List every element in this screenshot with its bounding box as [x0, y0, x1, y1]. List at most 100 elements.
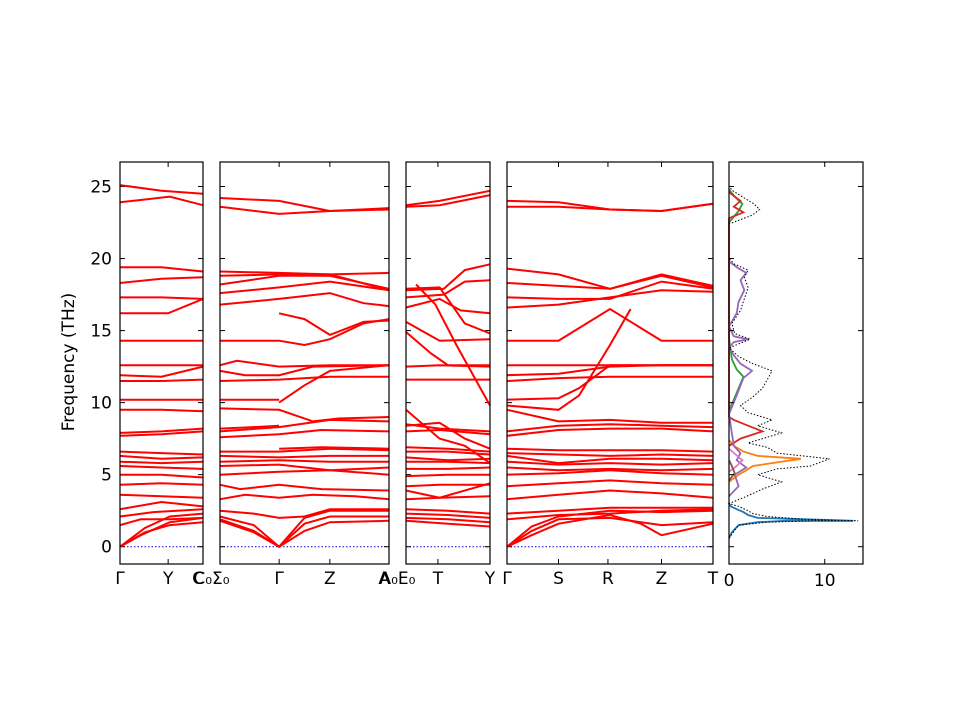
partial-dos-curve [728, 439, 801, 483]
phonon-band [119, 516, 204, 527]
phonon-band [405, 512, 491, 519]
phonon-band [405, 519, 491, 528]
phonon-band [120, 266, 204, 273]
kpoint-label: T [707, 569, 719, 589]
phonon-band [405, 428, 491, 436]
segment-boundary-label: C₀Σ₀ [193, 569, 229, 589]
phonon-band [119, 195, 204, 207]
y-axis-title: Frequency (THz) [59, 293, 79, 432]
partial-dos-curve [728, 503, 854, 539]
phonon-band [506, 289, 714, 309]
phonon-band [405, 483, 490, 488]
phonon-band [219, 469, 390, 476]
phonon-band [506, 273, 714, 290]
phonon-band [506, 469, 714, 476]
panel-frame [506, 161, 714, 565]
y-tick-label: 25 [90, 177, 112, 197]
phonon-band [506, 466, 714, 472]
phonon-band [119, 454, 204, 460]
phonon-band [506, 489, 714, 501]
phonon-band [506, 280, 714, 300]
phonon-band [219, 463, 390, 472]
phonon-band [119, 460, 204, 465]
dos-frame [728, 161, 864, 565]
phonon-band [506, 375, 713, 382]
phonon-band [119, 427, 204, 434]
phonon-band [405, 456, 491, 462]
partial-dos-curve [728, 459, 736, 481]
phonon-band [506, 308, 632, 411]
phonon-band [119, 521, 204, 548]
kpoint-label: Y [484, 569, 496, 589]
phonon-band [120, 296, 204, 300]
phonon-band [219, 280, 390, 295]
phonon-band [406, 460, 491, 465]
phonon-band [219, 375, 389, 382]
phonon-band [119, 450, 204, 456]
dos-x-tick-label: 10 [814, 571, 836, 591]
partial-dos-curve [727, 260, 754, 497]
phonon-band [119, 430, 204, 437]
phonon-band [405, 279, 491, 299]
segment-boundary-label: A₀E₀ [379, 569, 415, 589]
kpoint-label: Γ [502, 569, 512, 589]
phonon-band [219, 428, 390, 439]
phonon-band [506, 447, 714, 453]
phonon-band [506, 364, 713, 401]
phonon-band [405, 446, 491, 453]
phonon-band [219, 197, 390, 213]
phonon-band [405, 473, 490, 478]
kpoint-label: T [432, 569, 444, 589]
phonon-band [506, 452, 714, 457]
phonon-band [506, 423, 714, 433]
phonon-band [120, 408, 204, 413]
dos-x-tick-label: 0 [724, 571, 735, 591]
phonon-band [219, 515, 389, 548]
phonon-band [506, 199, 714, 213]
y-tick-label: 20 [90, 250, 112, 270]
phonon-band [415, 283, 491, 406]
phonon-band [119, 512, 204, 548]
phonon-band [219, 292, 390, 308]
phonon-band [405, 189, 491, 207]
phonon-band [406, 466, 491, 470]
phonon-band [506, 508, 714, 521]
phonon-band [506, 516, 714, 548]
phonon-band [405, 286, 491, 335]
y-tick-label: 5 [101, 466, 112, 486]
phonon-band [506, 364, 713, 377]
total-dos-curve [727, 186, 859, 539]
phonon-band [119, 276, 204, 284]
phonon-band [220, 447, 390, 453]
kpoint-label: Z [656, 569, 668, 589]
phonon-band [219, 424, 280, 430]
phonon-band [506, 427, 714, 437]
phonon-band [506, 479, 714, 488]
phonon-band [405, 331, 490, 367]
partial-dos-curve [728, 188, 745, 411]
phonon-band [506, 267, 714, 290]
phonon-band [405, 297, 491, 315]
phonon-band [405, 508, 491, 515]
y-tick-label: 10 [90, 394, 112, 414]
kpoint-label: Γ [274, 569, 284, 589]
phonon-band [279, 446, 390, 450]
phonon-band [405, 409, 491, 464]
kpoint-label: Z [324, 569, 336, 589]
phonon-band [405, 495, 491, 501]
panel-frame [119, 161, 204, 565]
phonon-band [405, 482, 491, 499]
phonon-band [119, 493, 204, 499]
phonon-band [220, 318, 390, 347]
phonon-band [120, 473, 204, 479]
phonon-band [119, 365, 204, 378]
phonon-band [278, 312, 390, 337]
panel-frame [405, 161, 491, 565]
phonon-band [219, 508, 389, 519]
phonon-band [219, 483, 390, 492]
phonon-band [119, 482, 204, 486]
y-axis-title-group: Frequency (THz) [59, 293, 79, 432]
